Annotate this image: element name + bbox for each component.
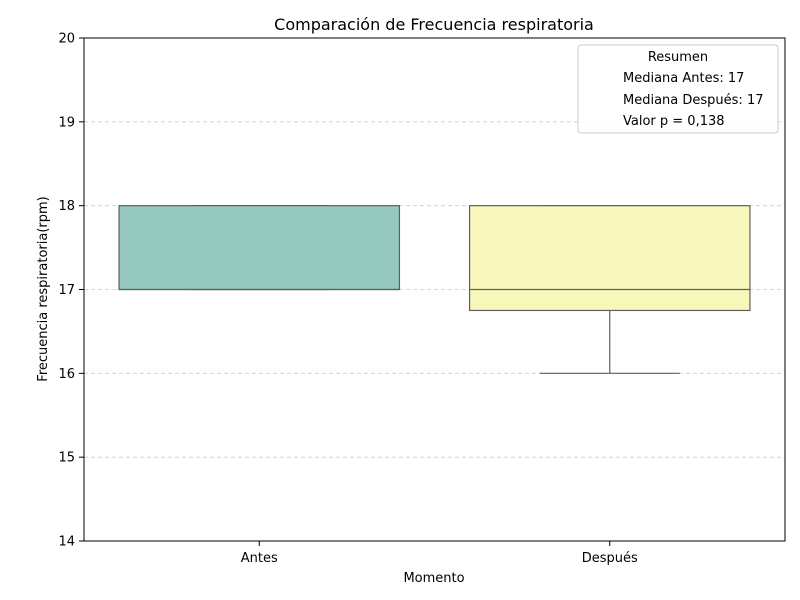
box-iqr [118, 205, 401, 291]
chart-title: Comparación de Frecuencia respiratoria [274, 15, 594, 34]
y-tick-label: 17 [58, 283, 75, 298]
y-tick-label: 15 [58, 451, 75, 466]
y-tick-label: 16 [58, 367, 75, 382]
x-tick-label: Antes [241, 551, 278, 566]
box-series [118, 205, 751, 374]
x-axis-label: Momento [403, 571, 464, 586]
legend-entry-median-before: Mediana Antes: 17 [623, 71, 744, 86]
legend-entry-median-after: Mediana Después: 17 [623, 93, 763, 108]
legend: Resumen Mediana Antes: 17 Mediana Despué… [577, 44, 779, 134]
y-axis-label: Frecuencia respiratoria(rpm) [36, 196, 51, 381]
x-tick-label: Después [582, 551, 638, 566]
legend-box [577, 44, 779, 134]
legend-title: Resumen [648, 50, 708, 65]
legend-entry-p-value: Valor p = 0,138 [623, 114, 725, 129]
box-iqr [468, 205, 751, 312]
box-despues [468, 205, 751, 374]
y-tick-label: 18 [58, 199, 75, 214]
y-tick-label: 19 [58, 115, 75, 130]
y-tick-label: 14 [58, 535, 75, 550]
box-antes [118, 205, 401, 291]
axis-ticks: 14 15 16 17 18 19 20 Antes Después [58, 32, 638, 567]
y-tick-label: 20 [58, 32, 75, 47]
